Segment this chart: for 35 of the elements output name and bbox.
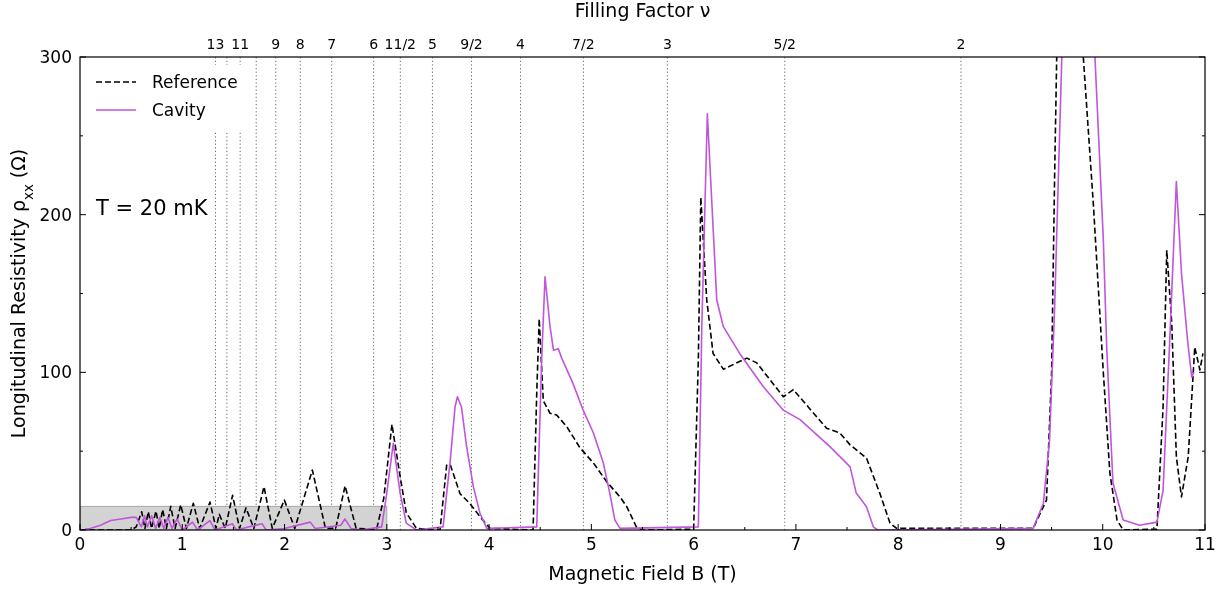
x-tick-label: 9 — [995, 534, 1006, 554]
y-tick-label: 0 — [61, 520, 72, 540]
x2-axis-title: Filling Factor ν — [574, 0, 711, 21]
y-tick-label: 300 — [39, 47, 72, 67]
x-tick-label: 8 — [892, 534, 904, 554]
x-tick-label: 3 — [381, 534, 393, 554]
annotation: 4 — [516, 36, 526, 52]
legend-label: Reference — [152, 72, 238, 92]
annotation: T = 20 mK — [95, 196, 209, 220]
annotation: 9 — [271, 36, 281, 52]
x-tick-label: 1 — [176, 534, 188, 554]
x-tick-label: 2 — [279, 534, 290, 554]
annotation: 7 — [327, 36, 337, 52]
x-tick-label: 10 — [1091, 534, 1114, 554]
annotation: 5/2 — [773, 36, 797, 52]
annotation: 2 — [956, 36, 966, 52]
annotation: 7/2 — [572, 36, 595, 52]
annotation: 11/2 — [384, 36, 417, 52]
annotation: 5 — [427, 36, 437, 52]
x-tick-label: 0 — [74, 534, 86, 554]
annotation: 9/2 — [460, 36, 483, 52]
annotation: 8 — [295, 36, 305, 52]
x-tick-label: 11 — [1194, 534, 1216, 554]
annotation: 6 — [369, 36, 379, 52]
x-tick-label: 5 — [585, 534, 597, 554]
annotation: 13 — [206, 36, 225, 52]
annotation: 11 — [231, 36, 250, 52]
x-tick-label: 6 — [688, 534, 700, 554]
y-tick-label: 200 — [39, 204, 72, 225]
x-tick-label: 4 — [483, 534, 495, 554]
y-tick-label: 100 — [39, 362, 72, 383]
annotation: 3 — [662, 36, 672, 52]
x-axis-title: Magnetic Field B (T) — [548, 562, 737, 584]
x-tick-label: 7 — [790, 534, 802, 554]
legend-label: Cavity — [152, 100, 206, 120]
